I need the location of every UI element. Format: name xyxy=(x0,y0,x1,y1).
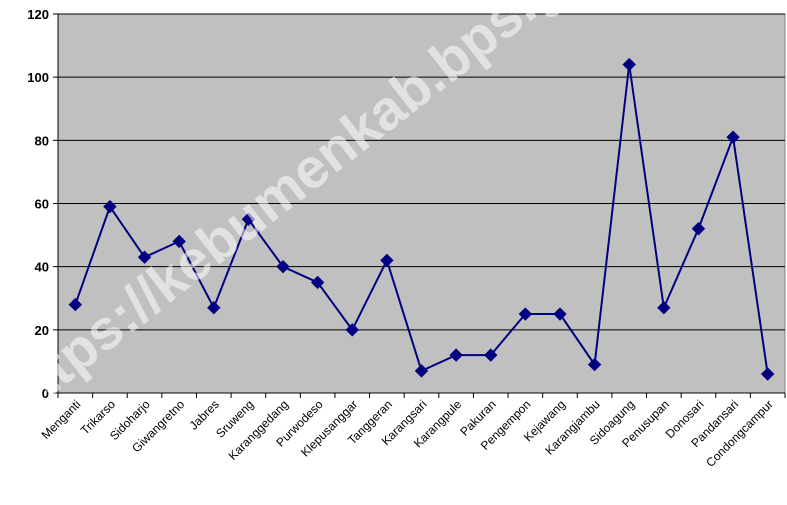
data-point-marker xyxy=(276,259,290,274)
data-point-marker xyxy=(484,348,498,362)
gridlines xyxy=(58,13,785,331)
data-point-marker xyxy=(587,357,602,372)
y-tick-label: 0 xyxy=(42,386,49,401)
y-tick-label: 20 xyxy=(35,323,49,338)
y-tick-label: 120 xyxy=(27,7,49,22)
data-point-marker xyxy=(657,301,671,315)
y-tick-label: 40 xyxy=(35,260,49,275)
data-point-marker xyxy=(414,364,429,378)
data-point-marker xyxy=(691,222,706,236)
data-point-marker xyxy=(345,323,359,337)
y-tick-label: 100 xyxy=(27,70,49,85)
series-line xyxy=(68,57,775,381)
y-tick-label: 60 xyxy=(35,197,49,212)
data-point-marker xyxy=(137,250,152,264)
data-point-marker xyxy=(553,307,567,321)
data-point-marker xyxy=(380,253,394,268)
data-point-marker xyxy=(68,297,83,312)
y-tick-label: 80 xyxy=(35,133,49,148)
data-point-marker xyxy=(449,348,463,362)
data-point-marker xyxy=(310,275,325,290)
data-point-marker xyxy=(518,307,533,321)
data-point-marker xyxy=(622,57,636,72)
data-point-marker xyxy=(172,234,186,249)
data-point-marker xyxy=(726,130,740,144)
data-point-marker xyxy=(760,367,775,381)
data-point-marker xyxy=(207,301,221,315)
y-axis: 0 20 40 60 80 100 120 xyxy=(27,7,59,401)
data-point-marker xyxy=(103,199,117,214)
data-point-marker xyxy=(241,212,256,226)
